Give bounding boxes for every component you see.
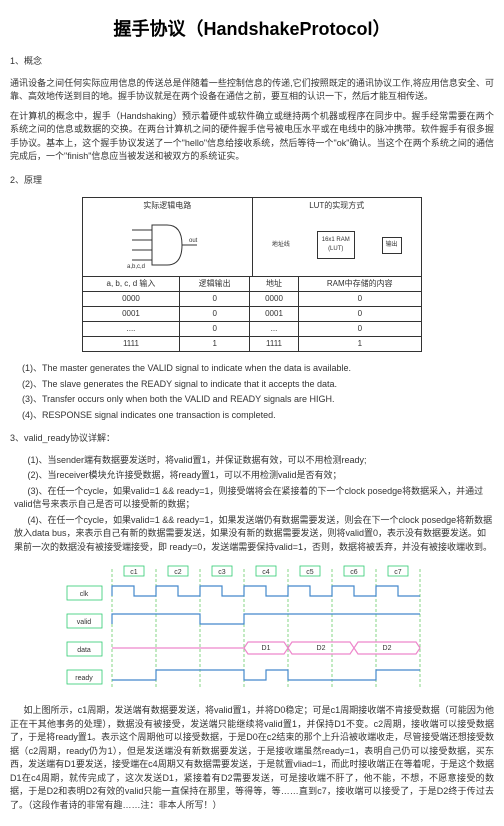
svg-text:data: data <box>77 647 91 654</box>
logic-diagram: 实际逻辑电路 LUT的实现方式 a,b,c,d out 地址线 16x1 RAM… <box>82 197 422 352</box>
svg-text:c7: c7 <box>394 569 402 576</box>
table-cell: 1 <box>179 337 249 352</box>
table-cell: 0 <box>179 307 249 322</box>
table-header: a, b, c, d 输入 <box>83 277 180 292</box>
svg-text:valid: valid <box>77 619 92 626</box>
diagram-left-title: 实际逻辑电路 <box>83 198 253 215</box>
svg-text:D2: D2 <box>383 645 392 652</box>
section1-p1: 通讯设备之间任何实际应用信息的传送总是伴随着一些控制信息的传递,它们按照既定的通… <box>10 77 494 104</box>
table-cell: 0000 <box>250 292 298 307</box>
svg-text:D2: D2 <box>317 645 326 652</box>
table-cell: ... <box>250 322 298 337</box>
ram-block: 16x1 RAM (LUT) <box>317 231 355 259</box>
section2-heading: 2、原理 <box>10 174 494 188</box>
svg-text:clk: clk <box>80 591 89 598</box>
table-cell: .... <box>83 322 180 337</box>
table-header: 逻辑输出 <box>179 277 249 292</box>
step-2: (2)、The slave generates the READY signal… <box>22 378 494 392</box>
svg-text:c5: c5 <box>306 569 314 576</box>
addr-label: 地址线 <box>272 241 290 250</box>
section1-heading: 1、概念 <box>10 55 494 69</box>
output-block: 输出 <box>382 237 402 254</box>
svg-text:c3: c3 <box>218 569 226 576</box>
svg-text:a,b,c,d: a,b,c,d <box>127 264 145 270</box>
step-4: (4)、RESPONSE signal indicates one transa… <box>22 409 494 423</box>
section3-heading: 3、valid_ready协议详解： <box>10 432 494 446</box>
svg-text:out: out <box>189 238 198 244</box>
table-cell: 0000 <box>83 292 180 307</box>
table-cell: 0 <box>298 307 421 322</box>
svg-text:c1: c1 <box>130 569 138 576</box>
table-cell: 0 <box>298 292 421 307</box>
table-cell: 0 <box>298 322 421 337</box>
step-1: (1)、The master generates the VALID signa… <box>22 362 494 376</box>
diagram-right-title: LUT的实现方式 <box>252 198 422 215</box>
table-cell: 0001 <box>83 307 180 322</box>
svg-text:c6: c6 <box>350 569 358 576</box>
svg-text:D1: D1 <box>262 645 271 652</box>
step-3: (3)、Transfer occurs only when both the V… <box>22 393 494 407</box>
table-header: RAM中存储的内容 <box>298 277 421 292</box>
svg-text:c2: c2 <box>174 569 182 576</box>
table-cell: 1 <box>298 337 421 352</box>
timing-diagram: c1 c2 c3 c4 c5 c6 c7 clk valid data ready D1 D2 D2 <box>62 564 442 694</box>
table-cell: 0001 <box>250 307 298 322</box>
valid-ready-rules: (1)、当sender端有数据要发送时，将valid置1，并保证数据有效，可以不… <box>14 454 494 555</box>
rule-2: (2)、当receiver模块允许接受数据，将ready置1，可以不用检测val… <box>14 469 494 483</box>
table-cell: 1111 <box>250 337 298 352</box>
and-gate-icon: a,b,c,d out <box>127 220 207 270</box>
table-header: 地址 <box>250 277 298 292</box>
table-cell: 0 <box>179 322 249 337</box>
table-cell: 1111 <box>83 337 180 352</box>
protocol-steps: (1)、The master generates the VALID signa… <box>22 362 494 422</box>
section3-footer: 如上图所示，c1周期，发送端有数据要发送，将valid置1，并将D0稳定；可是c… <box>10 704 494 812</box>
rule-1: (1)、当sender端有数据要发送时，将valid置1，并保证数据有效，可以不… <box>14 454 494 468</box>
rule-3: (3)、在任一个cycle，如果valid=1 && ready=1，则接受端将… <box>14 485 494 512</box>
truth-table: a, b, c, d 输入逻辑输出地址RAM中存储的内容 00000000000… <box>82 276 422 352</box>
rule-4: (4)、在任一个cycle，如果valid=1 && ready=1，如果发送端… <box>14 514 494 555</box>
page-title: 握手协议（HandshakeProtocol） <box>10 16 494 43</box>
table-cell: 0 <box>179 292 249 307</box>
svg-text:c4: c4 <box>262 569 270 576</box>
svg-text:ready: ready <box>75 675 93 682</box>
section1-p2: 在计算机的概念中，握手（Handshaking）预示着硬件或软件确立或继持两个机… <box>10 110 494 164</box>
